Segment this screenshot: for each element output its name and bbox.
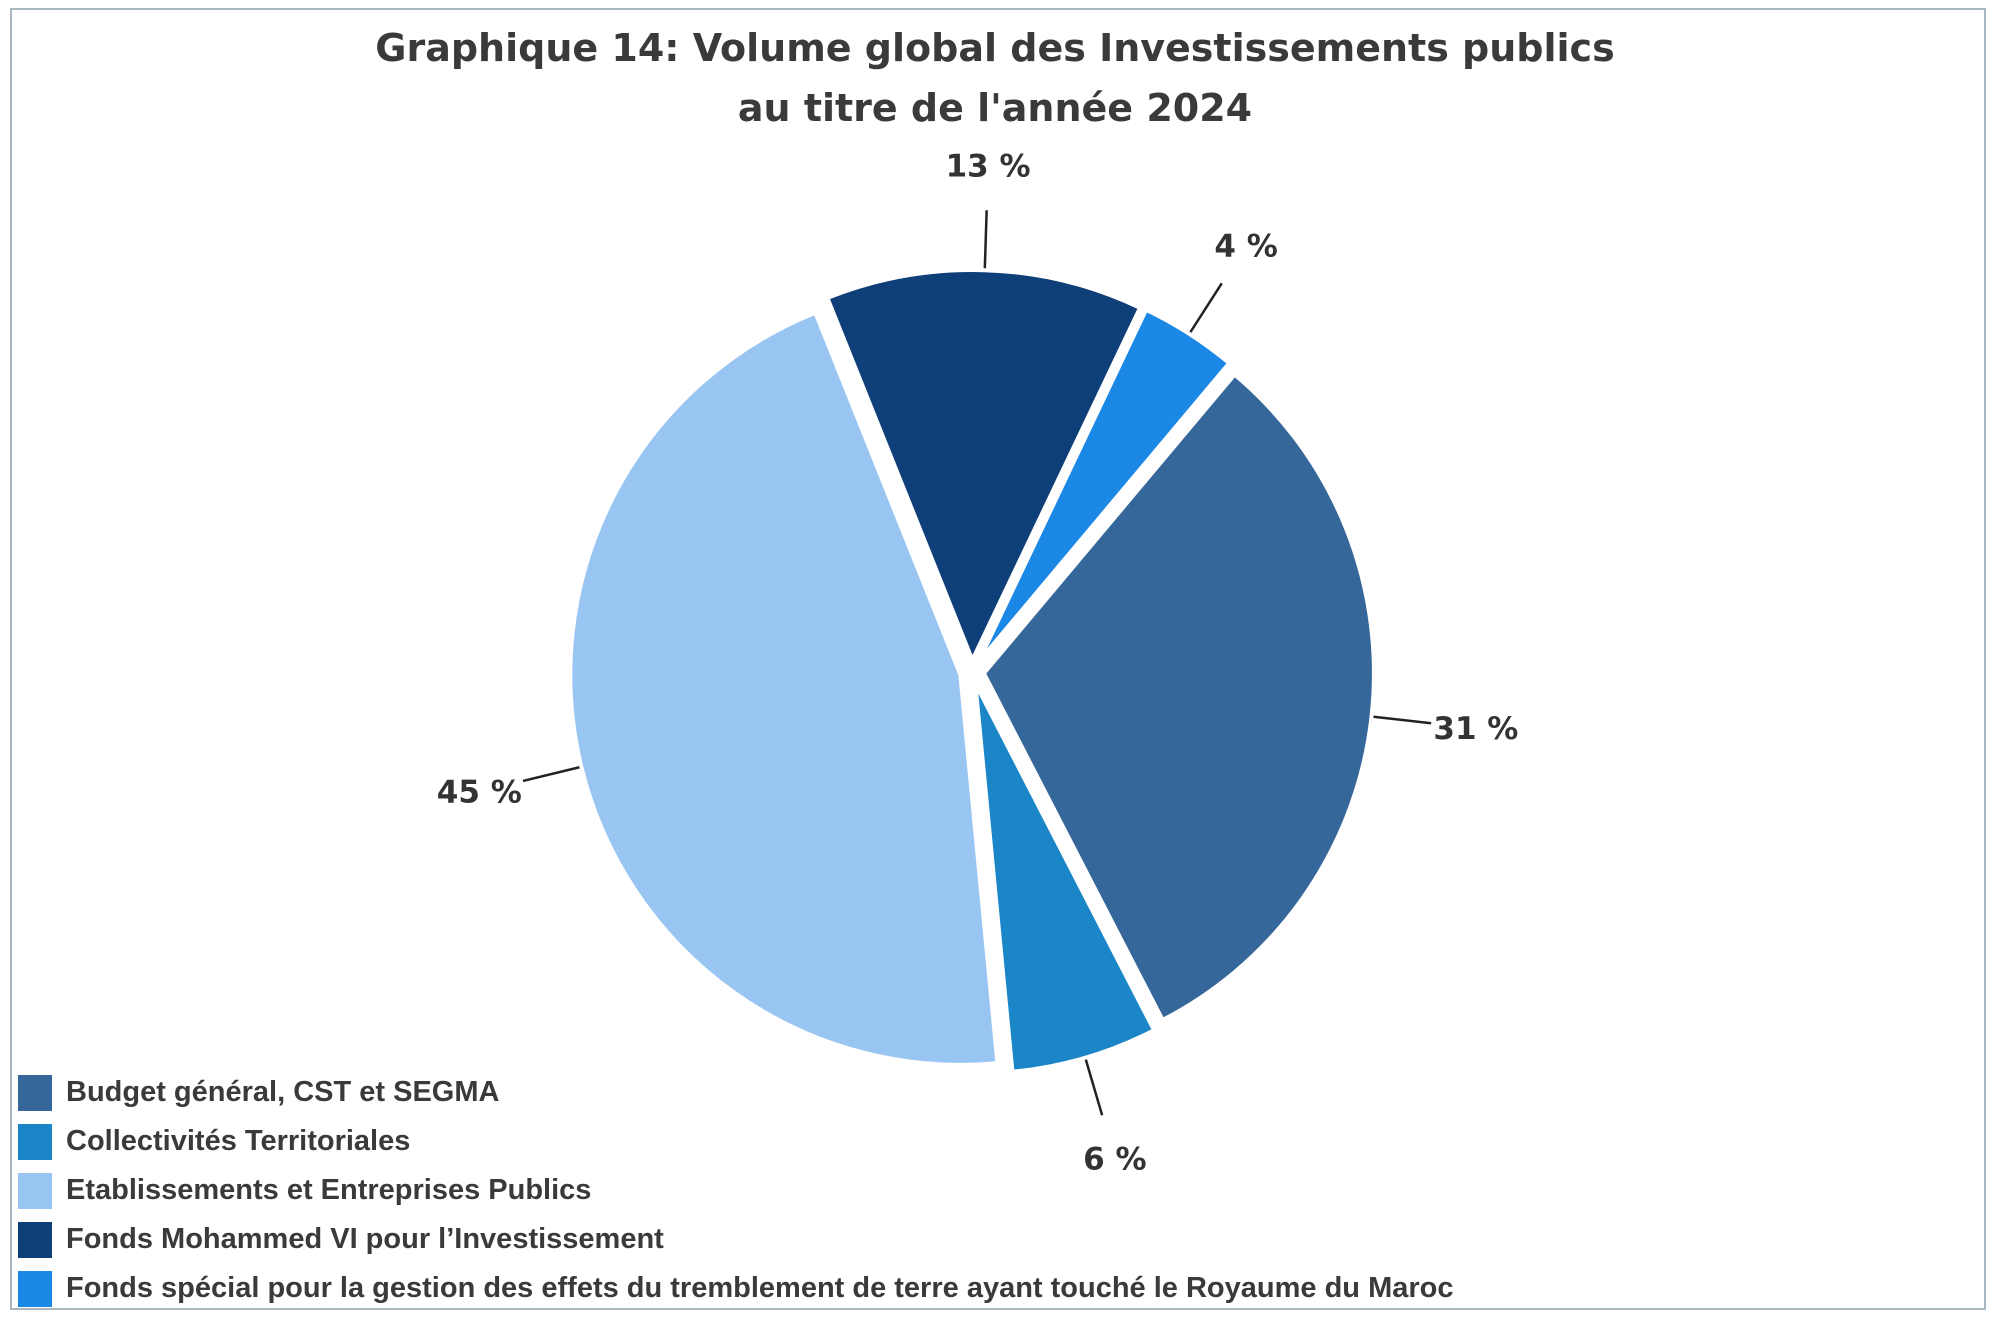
pie-slice (568, 310, 1000, 1067)
data-label: 45 % (437, 775, 522, 811)
chart-title: Graphique 14: Volume global des Investis… (0, 18, 1990, 138)
legend-label: Budget général, CST et SEGMA (66, 1076, 500, 1108)
leader-line (1189, 282, 1223, 333)
chart-frame (10, 8, 1986, 1310)
leader-line (983, 210, 988, 269)
pie-slice (976, 307, 1232, 664)
legend-swatch (18, 1123, 52, 1160)
data-label: 31 % (1433, 711, 1518, 747)
legend-item: Budget général, CST et SEGMA (18, 1068, 1978, 1117)
legend-item: Collectivités Territoriales (18, 1117, 1978, 1166)
pie-slice (824, 268, 1143, 665)
pie-slice (981, 371, 1376, 1023)
title-line-2: au titre de l'année 2024 (737, 86, 1253, 130)
legend-item: Fonds spécial pour la gestion des effets… (18, 1264, 1978, 1313)
title-line-1: Graphique 14: Volume global des Investis… (375, 26, 1615, 70)
legend-label: Fonds spécial pour la gestion des effets… (66, 1272, 1454, 1304)
legend-label: Collectivités Territoriales (66, 1125, 411, 1157)
legend-item: Fonds Mohammed VI pour l’Investissement (18, 1215, 1978, 1264)
data-label: 13 % (946, 148, 1031, 184)
pie-slice (973, 682, 1157, 1074)
legend-swatch (18, 1074, 52, 1111)
legend-item: Etablissements et Entreprises Publics (18, 1166, 1978, 1215)
legend-swatch (18, 1172, 52, 1209)
legend-label: Fonds Mohammed VI pour l’Investissement (66, 1223, 664, 1255)
legend-swatch (18, 1221, 52, 1258)
legend-label: Etablissements et Entreprises Publics (66, 1174, 592, 1206)
leader-line (1084, 1059, 1104, 1116)
legend-swatch (18, 1270, 52, 1307)
legend: Budget général, CST et SEGMA Collectivité… (18, 1068, 1978, 1313)
leader-line (1373, 715, 1432, 725)
data-label: 4 % (1214, 228, 1277, 264)
leader-line (522, 766, 580, 783)
data-label: 6 % (1083, 1141, 1146, 1177)
